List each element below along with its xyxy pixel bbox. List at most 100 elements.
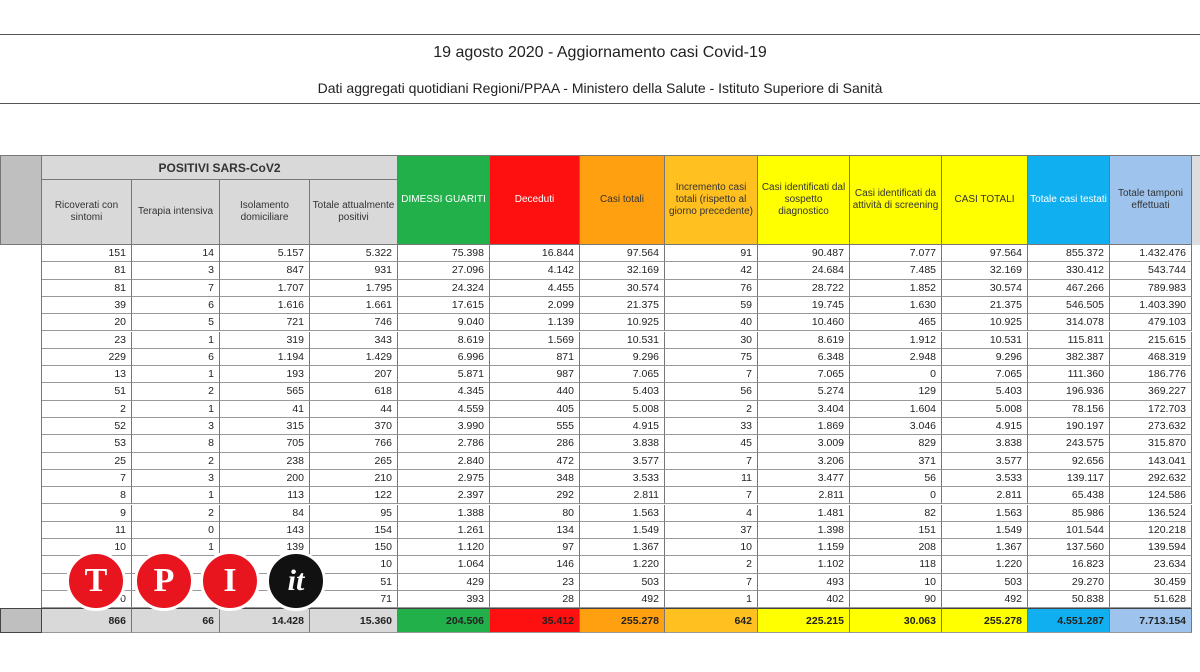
table-cell: 4.915 [942, 418, 1028, 436]
table-cell: 9.296 [942, 348, 1028, 367]
column-header: Isolamento domiciliare [220, 180, 310, 245]
table-cell: 1.159 [758, 539, 850, 557]
table-cell: 6 [132, 348, 220, 367]
table-cell: 319 [220, 331, 310, 349]
table-cell: 215.615 [1110, 331, 1192, 349]
table-cell: 7.077 [850, 245, 942, 263]
table-cell: 2.811 [942, 487, 1028, 505]
rule [0, 34, 1200, 35]
table-cell: 37 [665, 521, 758, 540]
table-cell: 137.560 [1028, 539, 1110, 557]
table-cell: 143 [220, 521, 310, 540]
table-cell: 503 [942, 573, 1028, 591]
table-cell: 56 [850, 469, 942, 488]
table-cell: 150 [310, 539, 398, 557]
table-cell: 546.505 [1028, 296, 1110, 315]
table-cell: 369.227 [1110, 383, 1192, 401]
column-header: DIMESSI GUARITI [398, 155, 490, 245]
table-cell: 44 [310, 400, 398, 418]
table-cell: 1.220 [942, 556, 1028, 574]
table-cell: 97 [490, 539, 580, 557]
table-cell: 1 [132, 487, 220, 505]
table-cell: 315 [220, 418, 310, 436]
table-cell: 208 [850, 539, 942, 557]
table-cell: 1.569 [490, 331, 580, 349]
table-cell: 2.840 [398, 452, 490, 470]
table-cell: 11 [665, 469, 758, 488]
table-cell: 81 [42, 279, 132, 297]
table-cell: 30.459 [1110, 573, 1192, 591]
table-cell: 1.367 [580, 539, 665, 557]
table-cell: 1.120 [398, 539, 490, 557]
table-cell: 30 [665, 331, 758, 349]
table-cell: 19.745 [758, 296, 850, 315]
table-cell: 50.838 [1028, 591, 1110, 609]
table-cell: 286 [490, 435, 580, 453]
total-cell: 14.428 [220, 608, 310, 634]
table-cell: 1 [132, 366, 220, 384]
table-cell: 4.559 [398, 400, 490, 418]
table-cell: 97.564 [942, 245, 1028, 263]
table-cell: 9.296 [580, 348, 665, 367]
table-cell: 75.398 [398, 245, 490, 263]
total-cell: 66 [132, 608, 220, 634]
table-cell: 101.544 [1028, 521, 1110, 540]
table-cell: 1.367 [942, 539, 1028, 557]
table-cell: 3.046 [850, 418, 942, 436]
table-cell: 2 [42, 400, 132, 418]
table-cell: 154 [310, 521, 398, 540]
table-cell: 172.703 [1110, 400, 1192, 418]
table-cell: 1.795 [310, 279, 398, 297]
table-cell: 65.438 [1028, 487, 1110, 505]
table-cell: 29.270 [1028, 573, 1110, 591]
table-cell: 0 [132, 521, 220, 540]
table-cell: 468.319 [1110, 348, 1192, 367]
table-cell: 1.661 [310, 296, 398, 315]
title: 19 agosto 2020 - Aggiornamento casi Covi… [433, 44, 767, 61]
table-cell: 1.852 [850, 279, 942, 297]
column-header: Incremento casi totali (rispetto al gior… [665, 155, 758, 245]
rule [0, 103, 1200, 104]
table-cell: 82 [850, 504, 942, 522]
table-cell: 30.574 [580, 279, 665, 297]
table-cell: 5.008 [580, 400, 665, 418]
table-cell: 3.206 [758, 452, 850, 470]
column-header: Deceduti [490, 155, 580, 245]
table-cell: 7 [665, 573, 758, 591]
table-cell: 95 [310, 504, 398, 522]
table-cell: 16.823 [1028, 556, 1110, 574]
table-cell: 6.348 [758, 348, 850, 367]
table-cell: 53 [42, 435, 132, 453]
table-cell: 23.634 [1110, 556, 1192, 574]
table-cell: 330.412 [1028, 262, 1110, 280]
table-cell: 2.975 [398, 469, 490, 488]
table-cell: 0 [850, 487, 942, 505]
table-cell: 2 [132, 504, 220, 522]
table-cell: 315.870 [1110, 435, 1192, 453]
table-cell: 7.485 [850, 262, 942, 280]
table-cell: 3.009 [758, 435, 850, 453]
column-header: Casi totali [580, 155, 665, 245]
table-cell: 3.577 [942, 452, 1028, 470]
logo-letter: I [200, 551, 260, 611]
table-cell: 16.844 [490, 245, 580, 263]
table-cell: 273.632 [1110, 418, 1192, 436]
table-cell: 746 [310, 314, 398, 332]
table-cell: 1.616 [220, 296, 310, 315]
table-cell: 5.008 [942, 400, 1028, 418]
table-cell: 10 [665, 539, 758, 557]
table-cell: 343 [310, 331, 398, 349]
table-cell: 1.604 [850, 400, 942, 418]
table-cell: 243.575 [1028, 435, 1110, 453]
table-cell: 393 [398, 591, 490, 609]
table-cell: 855.372 [1028, 245, 1110, 263]
table-cell: 1.398 [758, 521, 850, 540]
table-cell: 565 [220, 383, 310, 401]
table-cell: 146 [490, 556, 580, 574]
table-cell: 10.925 [942, 314, 1028, 332]
table-cell: 492 [942, 591, 1028, 609]
table-cell: 21.375 [580, 296, 665, 315]
table-cell: 151 [850, 521, 942, 540]
total-cell: 225.215 [758, 608, 850, 634]
table-cell: 7 [42, 469, 132, 488]
